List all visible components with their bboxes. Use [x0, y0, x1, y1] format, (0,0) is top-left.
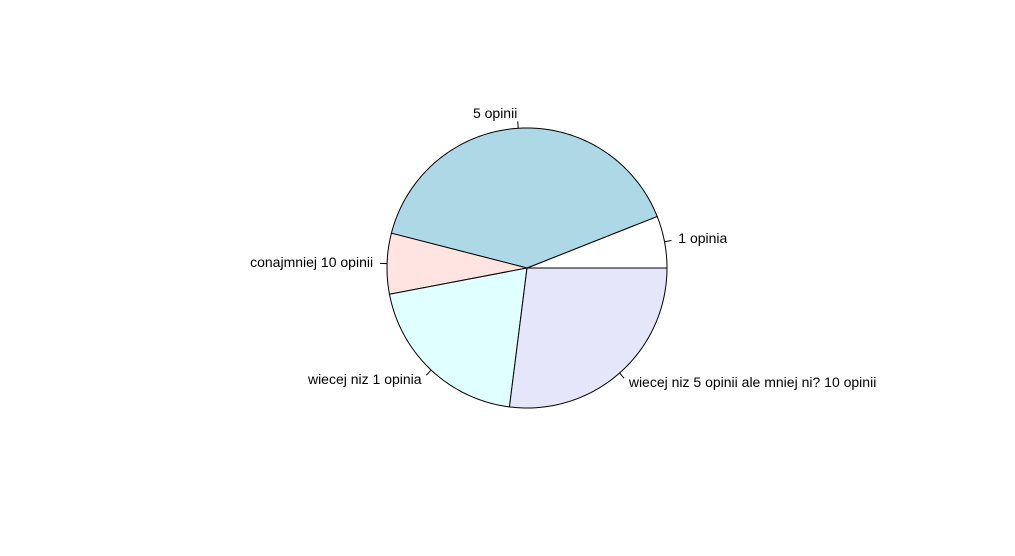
pie-leader-1-opinia [664, 239, 672, 243]
pie-label-1-opinia: 1 opinia [678, 230, 727, 246]
pie-label-wiecej-niz-1-opinia: wiecej niz 1 opinia [307, 371, 422, 387]
pie-label-conajmniej-10-opinii: conajmniej 10 opinii [250, 254, 373, 270]
pie-slices [386, 127, 668, 409]
pie-leader-wiecej-niz-1-opinia [426, 369, 432, 376]
pie-leader-wiecej-niz-5-opinii-ale-mniej-ni-10-opinii [619, 372, 625, 379]
pie-labels: 1 opinia 5 opinii conajmniej 10 opinii wiec… [250, 105, 876, 390]
pie-label-wiecej-niz-5-opinii-ale-mniej-ni-10-opinii: wiecej niz 5 opinii ale mniej ni? 10 opi… [628, 374, 876, 390]
pie-leader-lines [380, 121, 672, 379]
pie-label-5-opinii: 5 opinii [473, 105, 517, 121]
